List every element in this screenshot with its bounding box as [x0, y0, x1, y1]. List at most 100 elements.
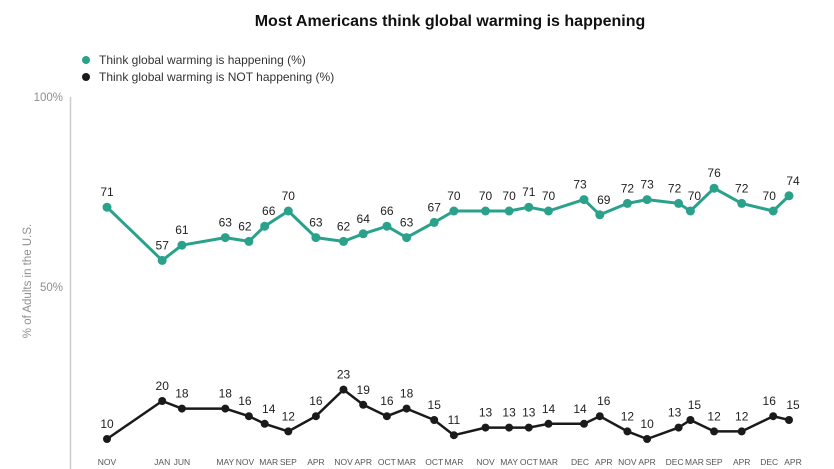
data-point: [481, 206, 490, 216]
data-point: [339, 385, 348, 394]
x-tick-label: JAN: [154, 457, 170, 467]
data-point-label: 71: [522, 185, 536, 199]
data-point-label: 13: [479, 406, 493, 420]
data-point-label: 73: [573, 178, 587, 192]
data-point: [220, 233, 230, 243]
data-point-label: 70: [542, 189, 556, 203]
x-tick-label: MAR: [539, 457, 558, 467]
data-point: [737, 427, 746, 436]
data-point-label: 70: [282, 189, 296, 203]
data-point: [449, 431, 458, 440]
x-tick-label: NOV: [476, 457, 495, 467]
data-point-label: 13: [668, 406, 682, 420]
data-point-label: 15: [786, 398, 800, 412]
data-point-label: 76: [707, 166, 721, 180]
data-point-label: 70: [502, 189, 516, 203]
data-point-label: 14: [262, 402, 276, 416]
x-tick-label: NOV: [98, 457, 117, 467]
data-point: [505, 423, 514, 432]
x-tick-label: DEC: [666, 457, 684, 467]
data-point: [595, 412, 604, 421]
series-line-happening: [105, 186, 791, 262]
data-point-label: 61: [175, 223, 189, 237]
data-point-label: 15: [688, 398, 702, 412]
data-point: [102, 202, 112, 212]
data-point: [769, 412, 778, 421]
x-tick-label: NOV: [236, 457, 255, 467]
x-tick-label: MAR: [259, 457, 278, 467]
data-point-label: 15: [428, 398, 442, 412]
data-point: [158, 397, 167, 405]
data-point: [382, 412, 391, 421]
data-point-label: 69: [597, 193, 611, 207]
y-tick-label: 100%: [34, 92, 63, 104]
data-point-label: 70: [479, 189, 493, 203]
x-tick-label: SEP: [280, 457, 297, 467]
data-point-label: 64: [357, 212, 371, 226]
x-tick-label: APR: [355, 457, 372, 467]
data-point: [284, 427, 293, 436]
data-point: [524, 202, 534, 212]
data-point: [580, 419, 588, 428]
data-point: [260, 419, 269, 428]
x-tick-label: MAR: [397, 457, 416, 467]
data-point: [642, 195, 652, 205]
data-point-label: 10: [640, 417, 654, 431]
x-tick-label: OCT: [425, 457, 443, 467]
x-tick-label: NOV: [334, 457, 353, 467]
data-point-label: 73: [640, 178, 654, 192]
data-point: [430, 416, 439, 424]
data-point: [595, 210, 605, 220]
data-point: [339, 236, 348, 246]
x-tick-label: MAR: [444, 457, 463, 467]
data-point: [785, 416, 793, 424]
data-point-label: 16: [763, 394, 777, 408]
data-point-label: 10: [100, 417, 114, 431]
x-tick-label: APR: [638, 457, 655, 467]
data-point-label: 71: [100, 185, 114, 199]
data-point-label: 70: [447, 189, 461, 203]
data-point-label: 11: [448, 413, 461, 427]
data-point-label: 66: [380, 204, 394, 218]
data-point: [481, 423, 490, 432]
data-point: [402, 233, 412, 243]
data-point: [103, 435, 111, 443]
data-point-label: 74: [786, 174, 800, 188]
data-point-label: 63: [309, 216, 323, 230]
legend-label-happening: Think global warming is happening (%): [99, 52, 306, 67]
data-point: [311, 412, 320, 421]
data-point: [710, 427, 719, 436]
data-point: [622, 198, 632, 208]
data-point-label: 66: [262, 204, 276, 218]
x-tick-label: OCT: [520, 457, 538, 467]
data-point: [784, 191, 794, 201]
data-point: [685, 206, 695, 216]
x-tick-label: NOV: [618, 457, 637, 467]
data-point-label: 16: [309, 394, 323, 408]
chart-title: Most Americans think global warming is h…: [254, 13, 646, 30]
data-point-label: 57: [156, 238, 170, 252]
data-point-label: 16: [380, 394, 394, 408]
data-point-label: 70: [688, 189, 702, 203]
x-tick-label: APR: [595, 457, 612, 467]
x-tick-label: APR: [733, 457, 750, 467]
data-point: [504, 206, 514, 216]
data-point: [449, 206, 459, 216]
data-point-label: 14: [573, 402, 587, 416]
data-point-label: 14: [542, 402, 556, 416]
x-tick-label: APR: [784, 457, 801, 467]
data-point-label: 13: [522, 406, 536, 420]
data-point: [686, 416, 695, 424]
data-point-label: 12: [282, 409, 296, 423]
data-point: [544, 419, 553, 428]
data-point: [429, 217, 439, 227]
data-point: [709, 183, 719, 193]
data-point: [402, 404, 411, 413]
data-point-label: 18: [219, 387, 233, 401]
legend-dot-not-happening-icon: [82, 72, 90, 81]
data-point-label: 12: [621, 409, 635, 423]
legend-item-happening: Think global warming is happening (%): [82, 51, 334, 68]
x-tick-label: OCT: [378, 457, 396, 467]
data-point: [768, 206, 778, 216]
